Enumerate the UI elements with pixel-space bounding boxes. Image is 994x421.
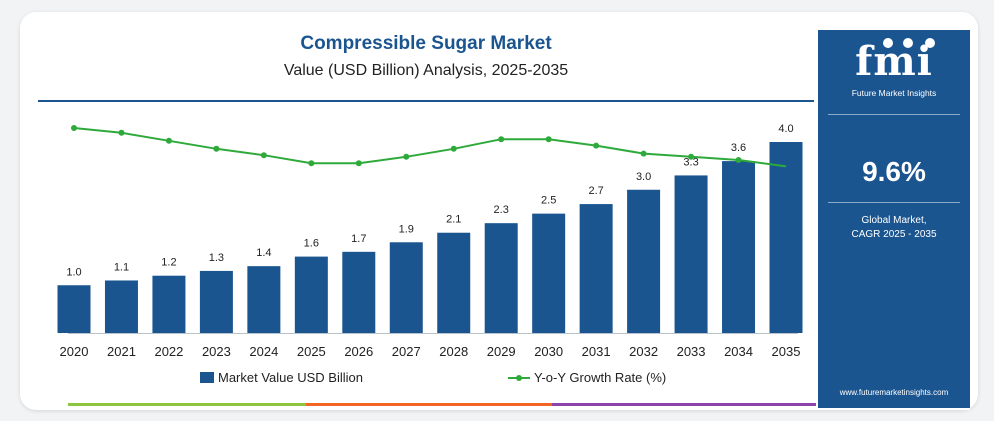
legend-line-series: Y-o-Y Growth Rate (%) [508,370,666,385]
growth-point-2024 [260,152,267,159]
bar-label-2034: 3.6 [731,142,746,154]
bar-2022 [152,275,186,333]
x-tick-2025: 2025 [297,344,326,359]
bar-label-2035: 4.0 [778,123,793,135]
bar-2035 [769,142,803,333]
x-tick-2028: 2028 [439,344,468,359]
cagr-label-line2: CAGR 2025 - 2035 [851,229,937,240]
growth-point-2027 [403,153,410,160]
bar-2020 [57,285,91,333]
x-tick-2031: 2031 [582,344,611,359]
growth-point-2032 [640,150,647,157]
x-tick-2030: 2030 [534,344,563,359]
bar-2021 [104,280,138,333]
bar-label-2020: 1.0 [66,266,81,278]
legend-bar-swatch [200,372,214,383]
growth-point-2022 [165,137,172,144]
chart-panel [38,28,970,410]
bar-2025 [294,256,328,333]
growth-rate-line [73,127,787,168]
website-link[interactable]: www.futuremarketinsights.com [839,388,949,397]
growth-point-2025 [308,160,315,167]
bar-label-2027: 1.9 [399,223,414,235]
bar-2029 [484,223,518,333]
legend-bar-label: Market Value USD Billion [218,370,363,385]
x-tick-2029: 2029 [487,344,516,359]
bar-label-2031: 2.7 [588,185,603,197]
x-tick-2023: 2023 [202,344,231,359]
logo-dots-icon [883,38,935,48]
x-tick-2033: 2033 [677,344,706,359]
x-tick-2032: 2032 [629,344,658,359]
x-tick-2022: 2022 [154,344,183,359]
bar-label-2023: 1.3 [209,252,224,264]
legend-bar-series: Market Value USD Billion [200,370,363,385]
brand-logo: fmi [855,38,933,85]
bar-2028 [437,232,471,333]
bar-label-2021: 1.1 [114,261,129,273]
bar-2031 [579,204,613,333]
bar-2034 [722,161,756,333]
growth-point-2031 [593,142,600,149]
bar-2030 [532,213,566,333]
legend-line-swatch [508,372,530,384]
growth-point-2021 [118,129,125,136]
growth-point-2023 [213,145,220,152]
sidebar-divider-middle [828,202,960,203]
bar-label-2025: 1.6 [304,238,319,250]
bar-2023 [199,270,233,333]
chart-subtitle: Value (USD Billion) Analysis, 2025-2035 [283,62,569,79]
bar-label-2026: 1.7 [351,233,366,245]
bar-2032 [627,189,661,333]
header-divider [38,100,814,102]
cagr-value: 9.6% [862,156,926,187]
chart-title: Compressible Sugar Market [300,33,552,54]
x-tick-2024: 2024 [249,344,278,359]
bar-2033 [674,175,708,333]
bar-label-2028: 2.1 [446,214,461,226]
bar-label-2033: 3.3 [683,156,698,168]
x-tick-2026: 2026 [344,344,373,359]
growth-point-2026 [355,160,362,167]
accent-stripe-purple [552,403,816,406]
growth-point-2034 [735,157,742,163]
growth-point-2020 [71,125,77,131]
growth-point-2029 [498,136,505,143]
growth-point-2028 [450,145,457,152]
bar-label-2022: 1.2 [161,257,176,269]
x-tick-2035: 2035 [772,344,801,359]
accent-stripe-orange [306,403,552,406]
bar-label-2029: 2.3 [494,204,509,216]
x-tick-2021: 2021 [107,344,136,359]
brand-logo-subtitle: Future Market Insights [851,88,937,98]
bar-label-2024: 1.4 [256,247,271,259]
bar-2024 [247,266,281,333]
sidebar-panel: fmi Future Market Insights 9.6% Global M… [818,30,970,408]
cagr-label: Global Market, CAGR 2025 - 2035 [818,214,970,242]
accent-stripe-green [68,403,306,406]
bar-label-2032: 3.0 [636,171,651,183]
bar-2027 [389,242,423,333]
x-tick-2020: 2020 [60,344,89,359]
bar-label-2030: 2.5 [541,195,556,207]
sidebar-divider-top [828,114,960,115]
bar-2026 [342,251,376,333]
growth-point-2033 [688,153,695,160]
growth-point-2030 [545,136,552,143]
legend-line-label: Y-o-Y Growth Rate (%) [534,370,667,385]
x-tick-2034: 2034 [724,344,753,359]
cagr-label-line1: Global Market, [861,215,927,226]
market-chart: 1.0 2020 1.1 2021 1.2 2022 1.3 2023 1.4 2024 1.6 20… [57,123,803,359]
x-tick-2027: 2027 [392,344,421,359]
